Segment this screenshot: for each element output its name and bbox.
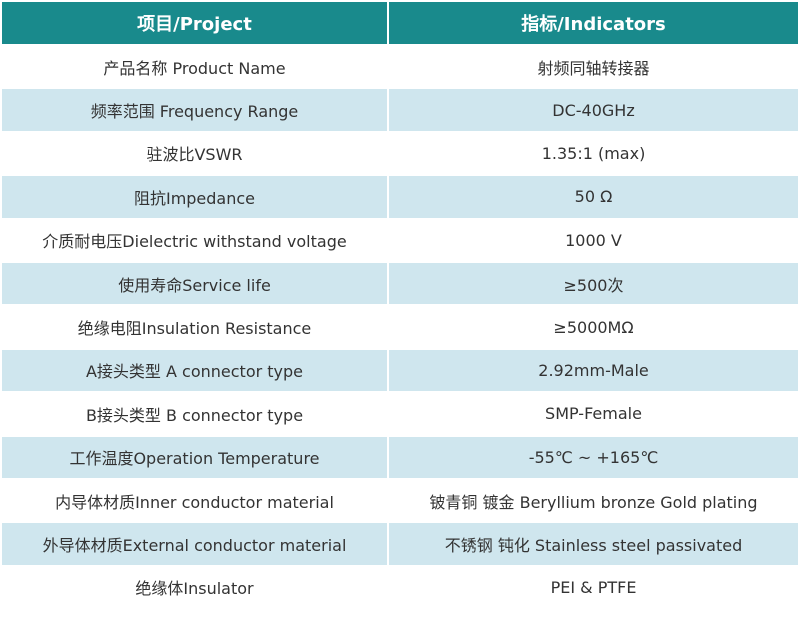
parameter-cell: 产品名称 Product Name — [0, 43, 389, 90]
parameter-cell: 外导体材质External conductor material — [0, 521, 389, 567]
value-cell: 1000 V — [387, 217, 800, 263]
parameter-cell: 绝缘体Insulator — [0, 564, 389, 611]
header-cell: 指标/Indicators — [387, 0, 800, 46]
table-header: 项目/Project 指标/Indicators — [0, 0, 800, 46]
table-row: 频率范围 Frequency Range DC-40GHz — [0, 87, 800, 133]
spec-table: 项目/Project 指标/Indicators 产品名称 Product Na… — [0, 0, 800, 611]
table-row: B接头类型 B connector type SMP-Female — [0, 391, 800, 437]
header-cell: 项目/Project — [0, 0, 389, 46]
table-row: 介质耐电压Dielectric withstand voltage 1000 V — [0, 217, 800, 263]
value-cell: ≥5000MΩ — [387, 304, 800, 350]
parameter-cell: A接头类型 A connector type — [0, 347, 389, 394]
table-body: 产品名称 Product Name 射频同轴转接器 频率范围 Frequency R… — [0, 43, 800, 611]
value-cell: 50 Ω — [387, 174, 800, 220]
value-cell: 铍青铜 镀金 Beryllium bronze Gold plating — [387, 477, 800, 524]
table-row: 使用寿命Service life ≥500次 — [0, 260, 800, 307]
value-cell: 2.92mm-Male — [387, 347, 800, 394]
value-cell: DC-40GHz — [387, 87, 800, 133]
table-row: 绝缘体Insulator PEI & PTFE — [0, 564, 800, 611]
table-row: 阻抗Impedance 50 Ω — [0, 174, 800, 220]
table-row: 产品名称 Product Name 射频同轴转接器 — [0, 43, 800, 90]
parameter-cell: B接头类型 B connector type — [0, 391, 389, 437]
table-row: A接头类型 A connector type 2.92mm-Male — [0, 347, 800, 394]
parameter-cell: 内导体材质Inner conductor material — [0, 477, 389, 524]
table-row: 工作温度Operation Temperature -55℃ ~ +165℃ — [0, 434, 800, 480]
table-row: 内导体材质Inner conductor material 铍青铜 镀金 Bery… — [0, 477, 800, 524]
parameter-cell: 绝缘电阻Insulation Resistance — [0, 304, 389, 350]
parameter-cell: 驻波比VSWR — [0, 130, 389, 177]
parameter-cell: 工作温度Operation Temperature — [0, 434, 389, 480]
table-row: 驻波比VSWR 1.35:1 (max) — [0, 130, 800, 177]
value-cell: 1.35:1 (max) — [387, 130, 800, 177]
parameter-cell: 频率范围 Frequency Range — [0, 87, 389, 133]
value-cell: PEI & PTFE — [387, 564, 800, 611]
value-cell: ≥500次 — [387, 260, 800, 307]
table-row: 外导体材质External conductor material 不锈钢 钝化 S… — [0, 521, 800, 567]
value-cell: 不锈钢 钝化 Stainless steel passivated — [387, 521, 800, 567]
parameter-cell: 使用寿命Service life — [0, 260, 389, 307]
value-cell: SMP-Female — [387, 391, 800, 437]
header-row: 项目/Project 指标/Indicators — [0, 0, 800, 46]
parameter-cell: 阻抗Impedance — [0, 174, 389, 220]
parameter-cell: 介质耐电压Dielectric withstand voltage — [0, 217, 389, 263]
value-cell: -55℃ ~ +165℃ — [387, 434, 800, 480]
table-row: 绝缘电阻Insulation Resistance ≥5000MΩ — [0, 304, 800, 350]
value-cell: 射频同轴转接器 — [387, 43, 800, 90]
